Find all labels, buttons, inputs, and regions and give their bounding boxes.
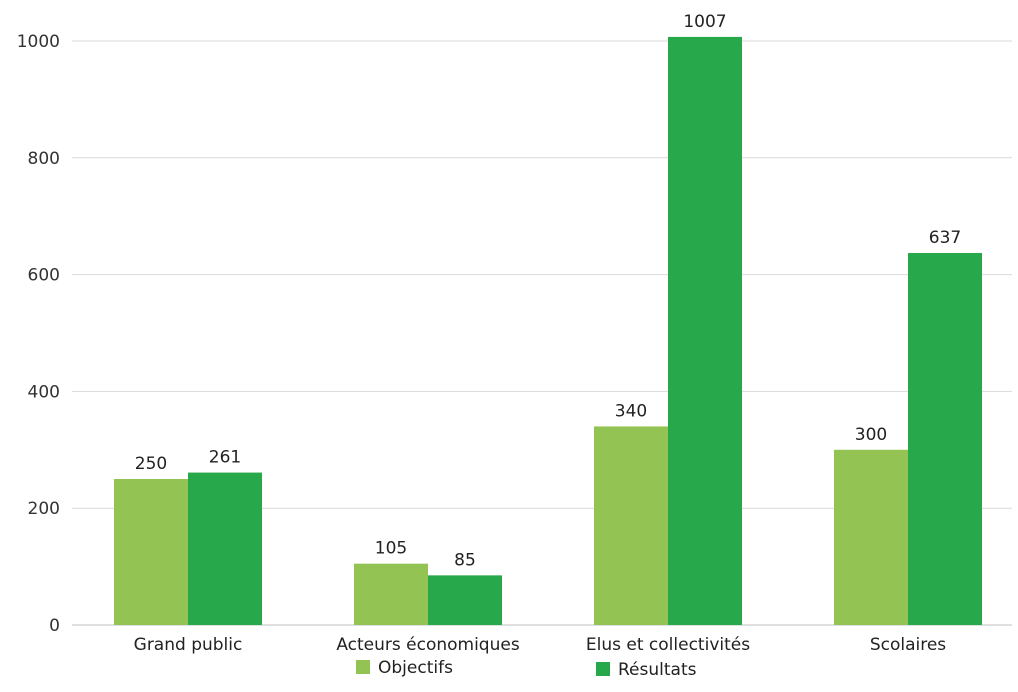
data-label: 261 — [209, 448, 241, 468]
y-tick-label: 0 — [49, 616, 60, 636]
x-category-label: Elus et collectivités — [586, 635, 750, 655]
bar-resultats — [668, 36, 742, 626]
data-label: 250 — [135, 454, 167, 474]
bar-objectifs — [114, 479, 188, 625]
legend-label: Résultats — [618, 660, 697, 680]
legend: Objectifs Résultats — [356, 658, 697, 680]
legend-swatch — [596, 662, 610, 676]
bar-resultats — [908, 252, 982, 625]
data-label: 105 — [375, 539, 407, 559]
data-label: 1007 — [683, 12, 726, 32]
bars — [114, 36, 982, 626]
y-tick-label: 200 — [28, 499, 60, 519]
bar-resultats — [188, 472, 262, 625]
legend-label: Objectifs — [378, 658, 453, 678]
legend-swatch — [356, 660, 370, 674]
data-label: 340 — [615, 401, 647, 421]
y-tick-label: 1000 — [17, 32, 60, 52]
y-tick-label: 800 — [28, 149, 60, 169]
y-tick-label: 600 — [28, 266, 60, 286]
x-category-label: Acteurs économiques — [336, 635, 520, 655]
data-label: 85 — [454, 550, 476, 570]
bar-objectifs — [354, 563, 428, 625]
data-label: 637 — [929, 228, 961, 248]
bar-objectifs — [834, 449, 908, 625]
bar-resultats — [428, 575, 502, 625]
y-tick-label: 400 — [28, 382, 60, 402]
data-labels: 250 261 105 85 340 1007 300 637 — [135, 12, 961, 570]
legend-item: Résultats — [596, 660, 697, 680]
x-category-label: Scolaires — [870, 635, 946, 655]
data-label: 300 — [855, 425, 887, 445]
x-axis-categories: Grand public Acteurs économiques Elus et c… — [134, 635, 947, 655]
bar-objectifs — [594, 426, 668, 625]
legend-item: Objectifs — [356, 658, 453, 678]
y-axis-ticks: 0 200 400 600 800 1000 — [17, 32, 60, 636]
x-category-label: Grand public — [134, 635, 243, 655]
